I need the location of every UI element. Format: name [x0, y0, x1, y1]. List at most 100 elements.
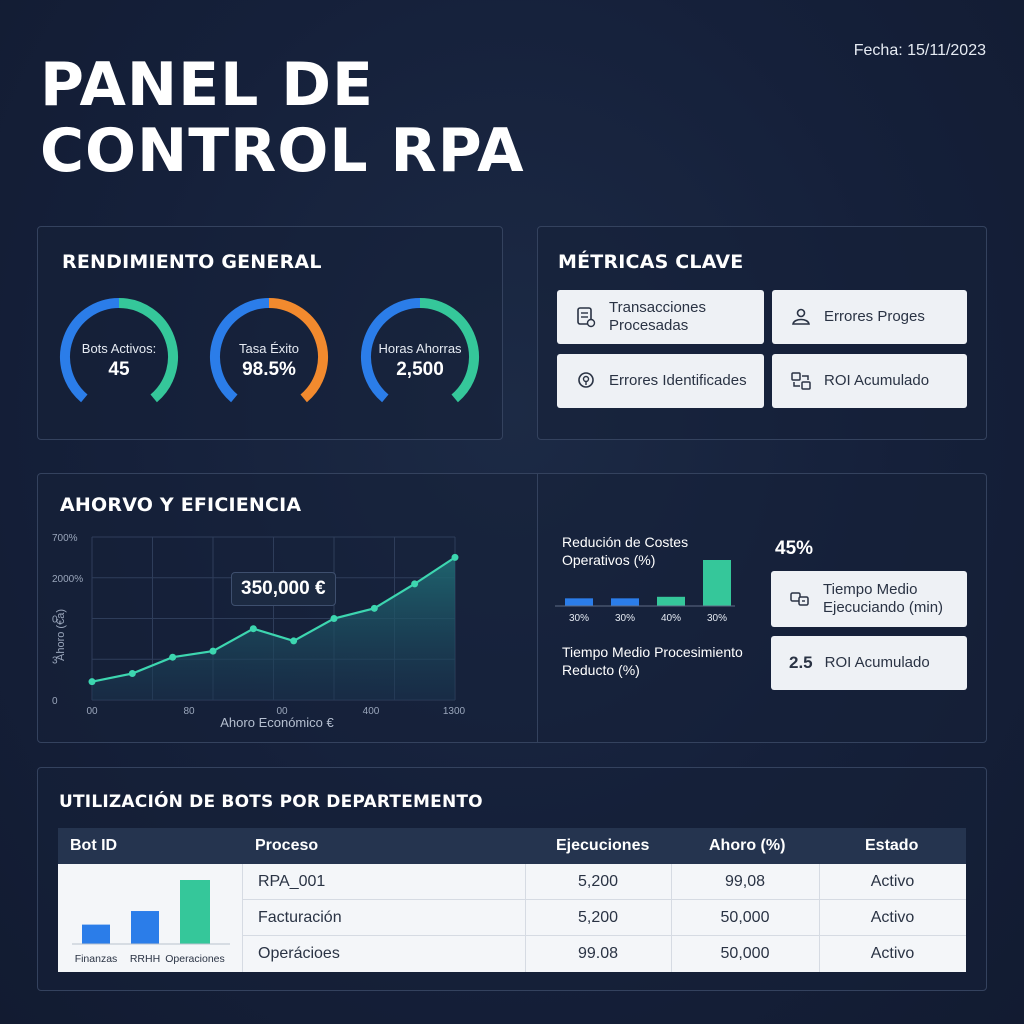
y-tick-label: 0 — [52, 696, 58, 707]
data-point — [451, 553, 459, 561]
col-header-savings[interactable]: Ahoro (%) — [709, 837, 786, 854]
metric-card-label: Errores Identificades — [609, 372, 747, 389]
bar-label: RRHH — [130, 953, 160, 965]
col-divider — [671, 864, 672, 972]
bar — [131, 911, 159, 944]
gauge-ring — [60, 298, 178, 403]
big-percent: 45% — [775, 538, 814, 559]
cell-status: Activo — [870, 909, 915, 926]
gauge-saved-hours: Horas Ahorras 2,500 — [358, 295, 482, 419]
col-header-status[interactable]: Estado — [865, 837, 919, 854]
date-label: Fecha: 15/11/2023 — [853, 42, 986, 59]
roi-card[interactable]: 2.5 ROI Acumulado — [771, 636, 967, 690]
data-point — [128, 670, 136, 678]
gauge-value: 45 — [108, 359, 130, 380]
data-point — [88, 678, 96, 686]
metric-card-errors-identified[interactable]: Errores Identificades — [557, 354, 764, 408]
bar — [565, 598, 593, 606]
cell-process: Facturación — [258, 909, 342, 926]
x-axis-label: Ahoro Económico € — [220, 715, 334, 730]
col-header-process[interactable]: Proceso — [255, 837, 319, 854]
data-point — [169, 653, 177, 661]
col-divider — [819, 864, 820, 972]
cell-savings: 99,08 — [724, 873, 766, 890]
cost-reduction-label: Redución de Costes Operativos (%) — [562, 534, 689, 568]
gauge-label: Bots Activos: — [81, 341, 157, 356]
metrics-title: MÉTRICAS CLAVE — [558, 251, 744, 273]
gauge-success-rate: Tasa Éxito 98.5% — [207, 295, 331, 419]
gauge-value: 2,500 — [396, 359, 444, 380]
gauge-ring — [210, 298, 328, 403]
data-point — [249, 625, 257, 633]
y-tick-label: 0 — [52, 615, 58, 626]
col-header-executions[interactable]: Ejecuciones — [556, 837, 650, 854]
bar-label: Finanzas — [75, 953, 118, 965]
metric-card-errors-progress[interactable]: Errores Proges — [772, 290, 967, 344]
cell-savings: 50,000 — [720, 945, 770, 962]
document-list-icon — [577, 307, 596, 328]
bar-label: 40% — [661, 613, 681, 624]
table-row[interactable]: Facturación 5,200 50,000 Activo — [242, 900, 966, 936]
bar — [82, 924, 110, 944]
gauge-arc-primary — [361, 298, 421, 403]
gauge-ring — [361, 298, 479, 403]
col-header-bot-id[interactable]: Bot ID — [70, 837, 118, 854]
cell-executions: 5,200 — [577, 909, 619, 926]
metric-card-roi[interactable]: ROI Acumulado — [772, 354, 967, 408]
bar-label: 30% — [707, 613, 727, 624]
x-tick-label: 80 — [183, 706, 195, 717]
roi-card-label: ROI Acumulado — [824, 654, 930, 671]
bar — [611, 598, 639, 606]
gauge-value: 98.5% — [242, 359, 296, 380]
bar-label: 30% — [569, 613, 589, 624]
area-fill — [92, 557, 455, 700]
page-title-line-1: PANEL DE — [40, 50, 375, 120]
metric-card-label: Transacciones Procesadas — [609, 299, 706, 334]
savings-area-chart: 0 3 0 2000% 700% 00 80 00 400 1300 Ahoro Económico… — [52, 533, 466, 730]
savings-title: AHORVO Y EFICIENCIA — [60, 494, 302, 516]
bar-label: Operaciones — [165, 953, 225, 965]
data-point — [209, 647, 217, 655]
table-header: Bot ID Proceso Ejecuciones Ahoro (%) Est… — [58, 828, 966, 864]
table-body: Finanzas RRHH Operaciones RPA_001 5,200 99… — [58, 864, 966, 972]
cell-executions: 99.08 — [577, 945, 619, 962]
gauge-label: Horas Ahorras — [378, 341, 462, 356]
data-point — [290, 637, 298, 645]
gauge-arc-secondary — [268, 298, 328, 403]
performance-panel: RENDIMIENTO GENERAL — [37, 226, 503, 440]
page-title-line-2: CONTROL RPA — [40, 116, 525, 186]
metric-card-label: ROI Acumulado — [824, 372, 930, 389]
cell-process: RPA_001 — [258, 873, 326, 890]
department-bar-chart: Finanzas RRHH Operaciones — [72, 880, 230, 965]
time-card-label: Tiempo Medio Ejecuciando (min) — [823, 581, 944, 616]
gauge-arc-secondary — [419, 298, 479, 403]
bar-label: 30% — [615, 613, 635, 624]
savings-callout: 350,000 € — [231, 572, 336, 606]
users-icon — [792, 308, 810, 325]
bar — [703, 560, 731, 606]
table-row[interactable]: RPA_001 5,200 99,08 Activo — [242, 864, 966, 900]
cell-process: Operácioes — [258, 945, 340, 962]
data-point — [411, 580, 419, 588]
location-pin-icon — [578, 372, 594, 388]
bots-table: Bot ID Proceso Ejecuciones Ahoro (%) Est… — [58, 828, 966, 972]
y-tick-label: 3 — [52, 655, 58, 666]
x-tick-label: 1300 — [443, 706, 466, 717]
x-tick-label: 400 — [363, 706, 380, 717]
cost-reduction-bar-chart: 30% 30% 40% 30% — [555, 560, 735, 624]
table-row[interactable]: Operácioes 99.08 50,000 Activo — [242, 936, 966, 972]
x-tick-label: 00 — [86, 706, 98, 717]
cell-savings: 50,000 — [720, 909, 770, 926]
data-point — [330, 615, 338, 622]
time-reduction-label: Tiempo Medio Procesimiento Reducto (%) — [562, 644, 743, 678]
timer-icon — [790, 592, 809, 606]
y-tick-label: 700% — [52, 533, 78, 544]
savings-divider — [537, 473, 538, 743]
y-tick-label: 2000% — [52, 574, 83, 585]
time-card[interactable]: Tiempo Medio Ejecuciando (min) — [771, 571, 967, 627]
performance-title: RENDIMIENTO GENERAL — [62, 251, 322, 273]
gauge-label: Tasa Éxito — [239, 341, 299, 356]
bar — [657, 596, 685, 606]
gauge-active-bots: Bots Activos: 45 — [57, 295, 181, 419]
metric-card-transactions[interactable]: Transacciones Procesadas — [557, 290, 764, 344]
